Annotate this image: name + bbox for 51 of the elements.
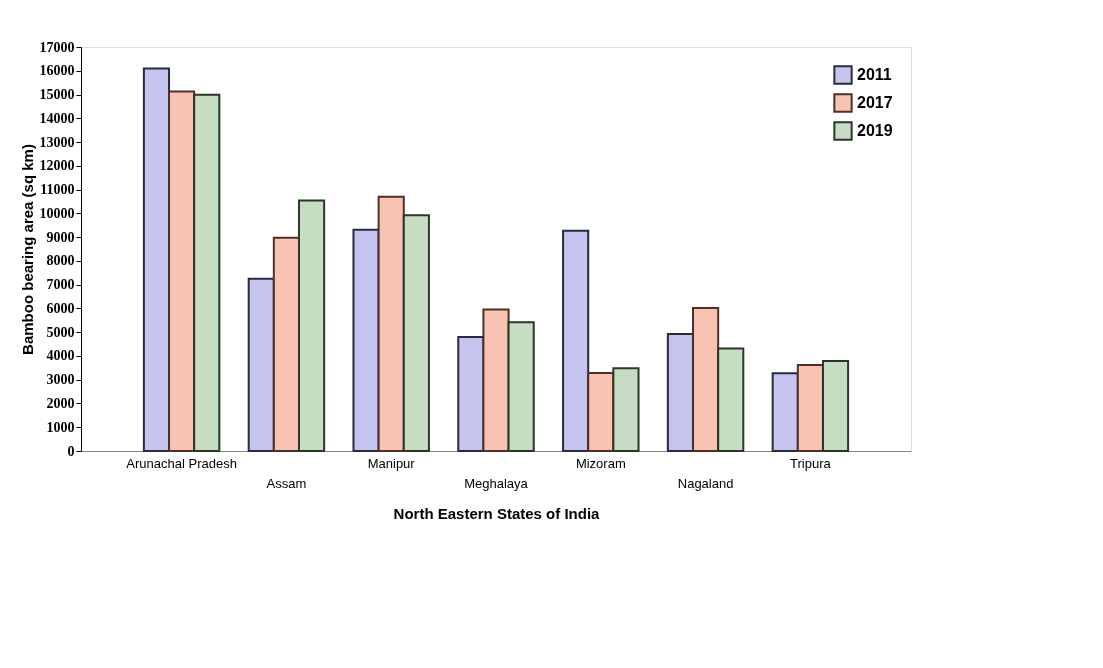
y-tick-label: 4000 — [46, 348, 75, 364]
x-tick-label: Meghalaya — [464, 475, 529, 491]
bar — [377, 195, 405, 452]
y-tick-label: 9000 — [46, 229, 75, 245]
bar — [482, 308, 510, 452]
y-tick-label: 6000 — [46, 300, 75, 316]
x-tick-label: Tripura — [790, 455, 832, 471]
bar — [168, 90, 196, 452]
y-tick-label: 11000 — [40, 182, 75, 198]
x-tick-label: Arunachal Pradesh — [126, 455, 237, 471]
y-tick-label: 16000 — [39, 63, 75, 79]
bar — [717, 347, 745, 452]
y-tick-label: 2000 — [46, 395, 75, 411]
bar — [666, 333, 695, 452]
bar — [562, 229, 590, 452]
x-tick-label: Assam — [266, 475, 307, 491]
y-tick-label: 3000 — [46, 372, 75, 388]
bar — [507, 321, 535, 452]
y-tick-label: 12000 — [39, 158, 75, 174]
y-tick-label: 15000 — [39, 87, 75, 103]
y-axis-title: Bamboo bearing area (sq km) — [18, 144, 36, 355]
bar — [771, 372, 799, 452]
bar — [587, 372, 615, 452]
y-tick-label: 13000 — [39, 134, 75, 150]
y-tick-label: 5000 — [46, 324, 75, 340]
legend-label: 2017 — [857, 94, 893, 111]
y-tick-label: 8000 — [46, 253, 75, 269]
y-tick-label: 7000 — [46, 277, 75, 293]
bar — [796, 363, 824, 452]
bar — [402, 214, 430, 452]
y-tick-label: 0 — [67, 443, 75, 459]
bar — [142, 67, 171, 452]
y-tick-label: 1000 — [46, 419, 75, 435]
bar — [193, 93, 221, 452]
bar — [352, 228, 380, 452]
y-tick-label: 17000 — [39, 39, 75, 55]
x-tick-label: Mizoram — [575, 455, 626, 471]
bar — [457, 335, 485, 452]
bar — [297, 199, 326, 452]
x-tick-label: Manipur — [367, 455, 416, 471]
bar — [247, 277, 275, 452]
bar — [272, 236, 300, 452]
legend-label: 2011 — [857, 66, 892, 83]
x-tick-label: Nagaland — [677, 475, 734, 491]
y-tick-label: 14000 — [39, 110, 75, 126]
legend-label: 2019 — [857, 122, 893, 139]
x-axis-title: North Eastern States of India — [393, 504, 601, 522]
y-tick-label: 10000 — [39, 205, 75, 221]
bar — [692, 306, 720, 452]
bar — [612, 367, 640, 452]
bar — [821, 359, 850, 452]
